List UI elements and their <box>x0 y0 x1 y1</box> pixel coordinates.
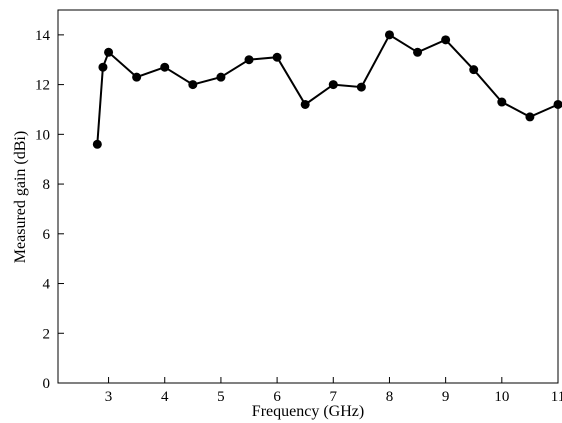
data-point <box>328 80 338 90</box>
x-axis-label: Frequency (GHz) <box>252 403 364 420</box>
x-tick-label: 10 <box>494 389 509 405</box>
y-tick-label: 14 <box>35 28 51 44</box>
y-tick-label: 10 <box>35 127 50 143</box>
series-points <box>92 30 562 149</box>
data-point <box>244 55 254 65</box>
data-point <box>384 30 394 40</box>
data-point <box>132 72 142 82</box>
x-tick-label: 3 <box>105 389 113 405</box>
data-point <box>413 47 423 57</box>
data-point <box>188 80 198 90</box>
x-tick-label: 8 <box>386 389 394 405</box>
data-point <box>160 62 170 72</box>
x-tick-label: 9 <box>442 389 450 405</box>
y-axis: 0 2 4 6 8 10 12 14 <box>35 28 64 392</box>
data-point <box>497 97 507 107</box>
x-tick-label: 4 <box>161 389 169 405</box>
y-tick-label: 12 <box>35 78 50 94</box>
data-point <box>441 35 451 45</box>
y-tick-label: 6 <box>43 227 51 243</box>
x-tick-label: 7 <box>330 389 338 405</box>
data-point <box>553 99 562 109</box>
x-axis: 3 4 5 6 7 8 9 10 11 <box>105 377 562 405</box>
x-tick-label: 6 <box>273 389 281 405</box>
data-point <box>356 82 366 92</box>
data-point <box>272 52 282 62</box>
data-point <box>104 47 114 57</box>
series-line <box>96 33 559 145</box>
data-point <box>525 112 535 122</box>
y-tick-label: 2 <box>43 326 51 342</box>
y-tick-label: 4 <box>43 277 51 293</box>
data-point <box>469 65 479 75</box>
data-point <box>216 72 226 82</box>
y-tick-label: 0 <box>43 376 51 392</box>
data-point <box>300 99 310 109</box>
y-tick-label: 8 <box>43 177 51 193</box>
plot-area-frame <box>57 9 559 384</box>
y-axis-label: Measured gain (dBi) <box>12 131 29 263</box>
data-point <box>92 139 102 149</box>
x-tick-label: 5 <box>217 389 225 405</box>
x-tick-label: 11 <box>551 389 562 405</box>
data-point <box>98 62 108 72</box>
